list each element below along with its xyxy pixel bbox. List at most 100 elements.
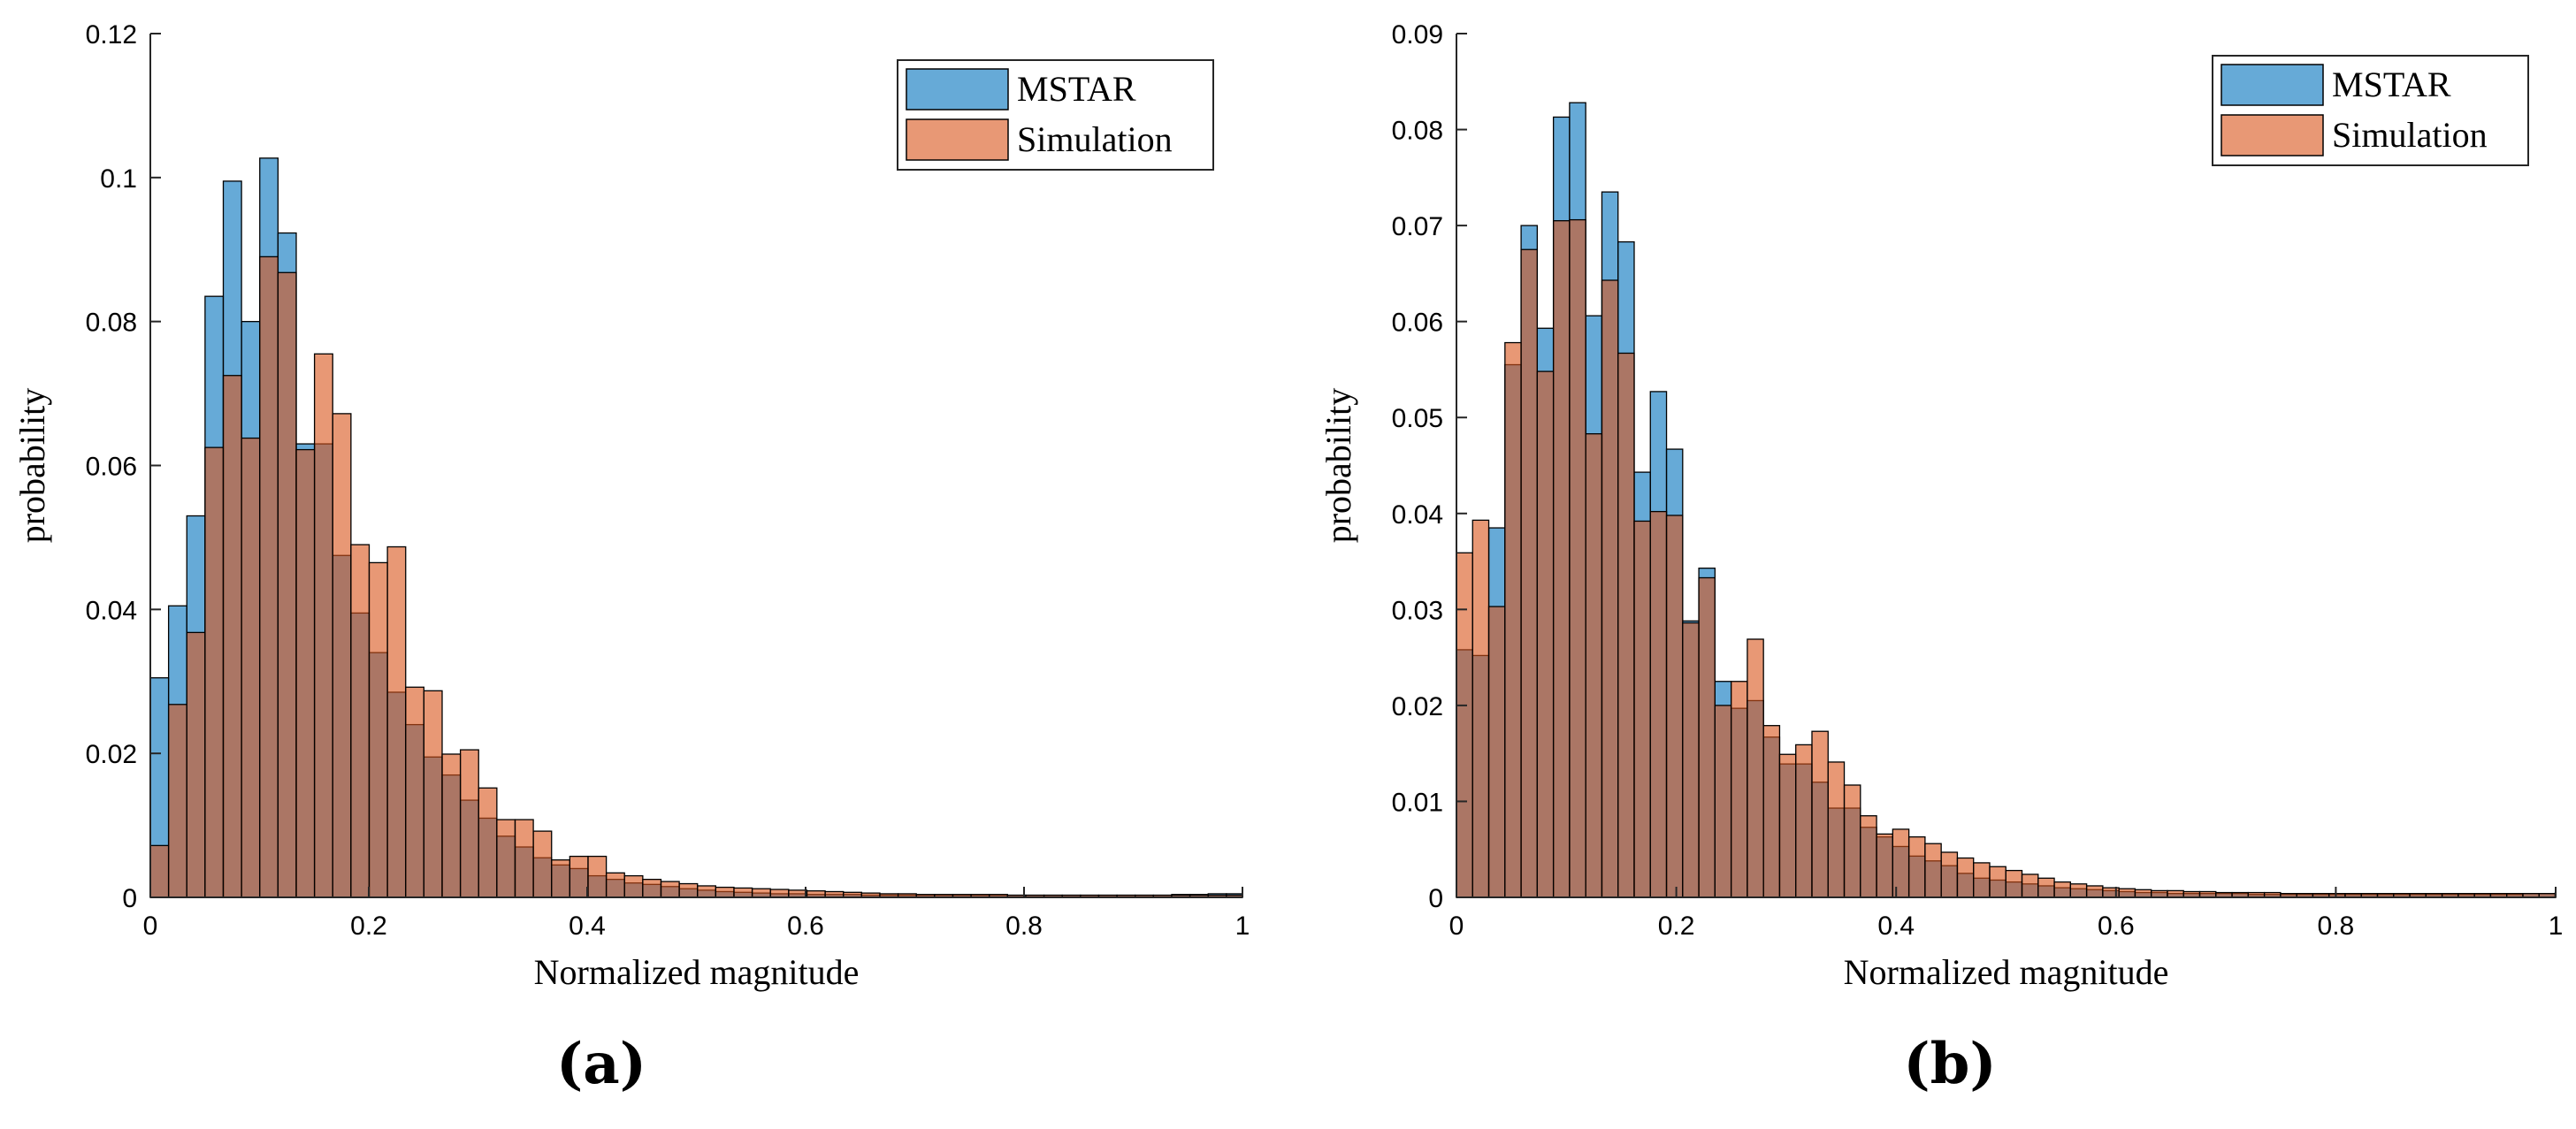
y-tick-label: 0 (1428, 884, 1443, 913)
bar-simulation-15 (423, 690, 443, 898)
bar-simulation-32 (1973, 862, 1991, 898)
bar-simulation-30 (697, 885, 717, 898)
bar-simulation-0 (1456, 552, 1473, 898)
series-simulation (1456, 218, 2557, 898)
bar-simulation-19 (496, 819, 516, 898)
x-tick-label: 0.6 (2098, 912, 2135, 941)
bar-simulation-11 (1633, 520, 1651, 898)
x-tick-label: 0.2 (350, 912, 387, 941)
bar-simulation-16 (441, 753, 462, 898)
bar-simulation-26 (623, 874, 644, 898)
bar-simulation-1 (167, 704, 187, 898)
x-tick-label: 0.6 (787, 912, 824, 941)
y-axis-label: probability (1319, 388, 1358, 544)
bar-simulation-28 (1907, 835, 1926, 898)
bar-simulation-33 (1989, 866, 2007, 898)
bar-simulation-12 (368, 561, 388, 898)
legend-label-simulation: Simulation (1017, 119, 1173, 159)
bar-simulation-35 (2021, 873, 2039, 898)
bar-simulation-17 (1730, 681, 1748, 898)
bar-simulation-43 (2151, 889, 2168, 898)
bar-simulation-37 (2053, 881, 2071, 898)
y-tick-label: 0.05 (1392, 404, 1443, 433)
legend-swatch-simulation (2221, 114, 2324, 156)
bar-simulation-14 (1682, 622, 1700, 898)
legend-label-simulation: Simulation (2332, 115, 2488, 155)
bar-simulation-36 (806, 890, 826, 898)
bar-simulation-10 (332, 413, 352, 898)
y-tick-label: 0.09 (1392, 20, 1443, 50)
x-tick-label: 0.2 (1658, 912, 1695, 941)
legend-swatch-mstar (2221, 64, 2324, 106)
bar-simulation-13 (1665, 515, 1684, 898)
bar-simulation-42 (2134, 889, 2152, 898)
bar-simulation-25 (1860, 815, 1877, 898)
x-tick-label: 0.8 (2318, 912, 2355, 941)
x-axis-label: Normalized magnitude (1844, 952, 2169, 992)
bar-simulation-30 (1940, 851, 1959, 898)
bar-simulation-32 (733, 887, 753, 898)
bar-simulation-27 (642, 879, 662, 898)
bar-simulation-27 (1892, 828, 1910, 898)
bar-simulation-0 (149, 844, 170, 898)
bar-simulation-24 (1843, 784, 1861, 898)
bar-simulation-34 (2005, 869, 2023, 898)
bar-simulation-26 (1876, 833, 1893, 898)
bar-simulation-12 (1649, 510, 1668, 898)
bar-simulation-21 (1795, 744, 1813, 898)
y-tick-label: 0.01 (1392, 788, 1443, 817)
bar-simulation-20 (1778, 753, 1797, 898)
bar-simulation-25 (605, 872, 625, 898)
bar-simulation-16 (1714, 705, 1732, 898)
y-tick-label: 0.06 (86, 453, 137, 482)
bar-simulation-7 (1569, 218, 1586, 898)
panel-label: (a) (556, 1031, 646, 1097)
chart-b: 0 0.2 0.4 0.6 0.8 1 0 0.01 0.02 0.03 0.04 0.05 0.06 0… (1319, 20, 2563, 1097)
x-tick-label: 0 (143, 912, 158, 941)
y-tick-label: 0.12 (86, 20, 137, 50)
bar-simulation-8 (295, 448, 316, 898)
y-tick-label: 0.06 (1392, 309, 1443, 338)
x-tick-label: 0 (1449, 912, 1464, 941)
bar-simulation-9 (313, 353, 333, 898)
bar-simulation-18 (478, 787, 498, 898)
bar-simulation-44 (2167, 889, 2184, 898)
bar-simulation-17 (459, 749, 479, 898)
bar-simulation-4 (222, 375, 242, 898)
bar-simulation-15 (1698, 576, 1716, 898)
y-tick-label: 0.07 (1392, 212, 1443, 241)
bar-simulation-8 (1585, 433, 1603, 898)
bar-simulation-6 (259, 256, 279, 898)
bar-simulation-18 (1747, 638, 1764, 898)
bar-simulation-7 (277, 271, 297, 898)
x-axis-label: Normalized magnitude (534, 952, 860, 992)
bar-simulation-3 (204, 446, 225, 898)
bar-simulation-5 (1536, 370, 1555, 898)
x-tick-label: 1 (1235, 912, 1250, 941)
bar-simulation-13 (386, 545, 407, 898)
x-tick-label: 0.4 (569, 912, 606, 941)
bar-simulation-22 (1811, 730, 1829, 898)
y-tick-label: 0.08 (86, 309, 137, 338)
bar-simulation-9 (1601, 279, 1619, 898)
bar-simulation-2 (186, 631, 206, 898)
bar-simulation-22 (551, 859, 571, 898)
y-tick-label: 0.03 (1392, 596, 1443, 625)
bar-simulation-39 (2085, 885, 2104, 898)
bar-simulation-1 (1471, 519, 1490, 898)
bar-simulation-5 (241, 437, 261, 898)
x-tick-label: 0.8 (1005, 912, 1043, 941)
bar-simulation-3 (1504, 341, 1522, 898)
chart-a: 0 0.2 0.4 0.6 0.8 1 0 0.02 0.04 0.06 0.08 0.1 0.12 No… (12, 20, 1250, 1097)
bar-simulation-28 (660, 881, 680, 898)
bar-simulation-20 (514, 819, 534, 898)
bar-simulation-29 (1924, 843, 1942, 898)
legend-label-mstar: MSTAR (1017, 69, 1136, 109)
bar-simulation-31 (715, 886, 735, 898)
y-tick-label: 0.04 (86, 596, 137, 625)
y-tick-label: 0.02 (86, 740, 137, 769)
x-tick-label: 0.4 (1877, 912, 1915, 941)
bar-simulation-6 (1552, 220, 1571, 898)
bar-simulation-23 (569, 855, 589, 898)
